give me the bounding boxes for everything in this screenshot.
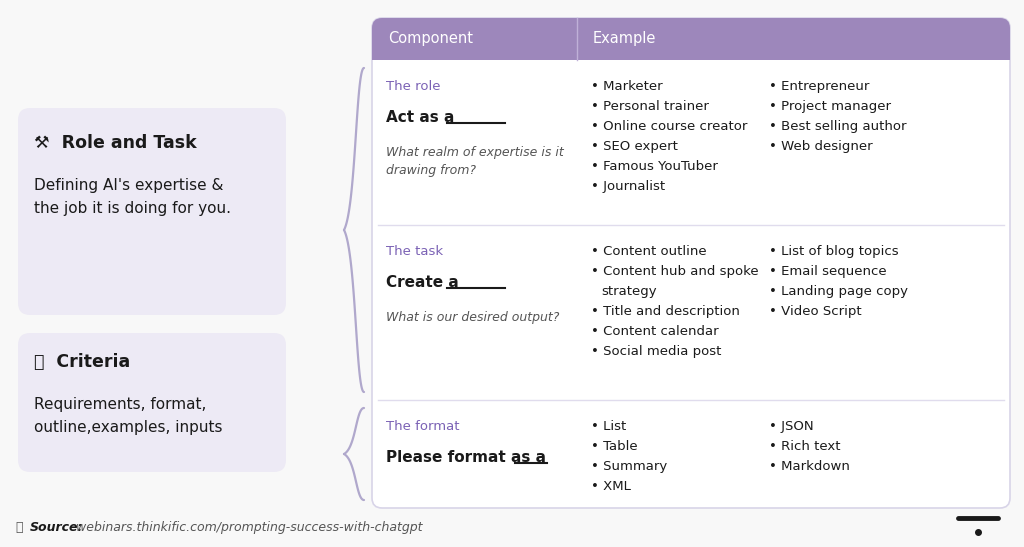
Text: • Famous YouTuber: • Famous YouTuber <box>591 160 718 173</box>
Text: • Title and description: • Title and description <box>591 305 740 318</box>
Text: 🗒️  Criteria: 🗒️ Criteria <box>34 353 130 371</box>
Text: • Personal trainer: • Personal trainer <box>591 100 709 113</box>
Text: Please format as a: Please format as a <box>386 450 551 465</box>
Text: • SEO expert: • SEO expert <box>591 140 678 153</box>
Text: • Journalist: • Journalist <box>591 180 666 193</box>
FancyBboxPatch shape <box>18 108 286 315</box>
Text: Requirements, format,
outline,examples, inputs: Requirements, format, outline,examples, … <box>34 397 222 435</box>
Text: Create a: Create a <box>386 275 464 290</box>
Text: • Rich text: • Rich text <box>769 440 841 453</box>
Text: • XML: • XML <box>591 480 631 493</box>
Bar <box>372 39 1010 60</box>
Text: • Social media post: • Social media post <box>591 345 721 358</box>
Text: • Best selling author: • Best selling author <box>769 120 906 133</box>
Text: Act as a: Act as a <box>386 110 460 125</box>
Text: Source:: Source: <box>30 521 84 534</box>
FancyBboxPatch shape <box>18 333 286 472</box>
Text: • Web designer: • Web designer <box>769 140 872 153</box>
Text: • Content calendar: • Content calendar <box>591 325 719 338</box>
Text: Component: Component <box>388 32 473 46</box>
Text: • Entrepreneur: • Entrepreneur <box>769 80 869 93</box>
Text: • List: • List <box>591 420 627 433</box>
Text: webinars.thinkific.com/prompting-success-with-chatgpt: webinars.thinkific.com/prompting-success… <box>72 521 423 534</box>
Text: • Video Script: • Video Script <box>769 305 861 318</box>
Text: What realm of expertise is it
drawing from?: What realm of expertise is it drawing fr… <box>386 146 564 177</box>
FancyBboxPatch shape <box>372 18 1010 60</box>
FancyBboxPatch shape <box>372 18 1010 508</box>
Text: • Project manager: • Project manager <box>769 100 891 113</box>
Text: What is our desired output?: What is our desired output? <box>386 311 559 324</box>
Text: • Table: • Table <box>591 440 638 453</box>
Text: • Email sequence: • Email sequence <box>769 265 887 278</box>
Text: • Content outline: • Content outline <box>591 245 707 258</box>
Text: • Markdown: • Markdown <box>769 460 850 473</box>
Text: 🔗: 🔗 <box>16 521 28 534</box>
Text: • Summary: • Summary <box>591 460 668 473</box>
Text: The role: The role <box>386 80 440 93</box>
Text: • JSON: • JSON <box>769 420 814 433</box>
Text: • List of blog topics: • List of blog topics <box>769 245 899 258</box>
Text: • Marketer: • Marketer <box>591 80 663 93</box>
Text: • Content hub and spoke: • Content hub and spoke <box>591 265 759 278</box>
Text: Example: Example <box>593 32 656 46</box>
Text: strategy: strategy <box>601 285 656 298</box>
Text: The format: The format <box>386 420 460 433</box>
Text: • Landing page copy: • Landing page copy <box>769 285 908 298</box>
Text: The task: The task <box>386 245 443 258</box>
Text: ⚒️  Role and Task: ⚒️ Role and Task <box>34 134 197 152</box>
Text: • Online course creator: • Online course creator <box>591 120 748 133</box>
Text: Defining AI's expertise &
the job it is doing for you.: Defining AI's expertise & the job it is … <box>34 178 231 216</box>
